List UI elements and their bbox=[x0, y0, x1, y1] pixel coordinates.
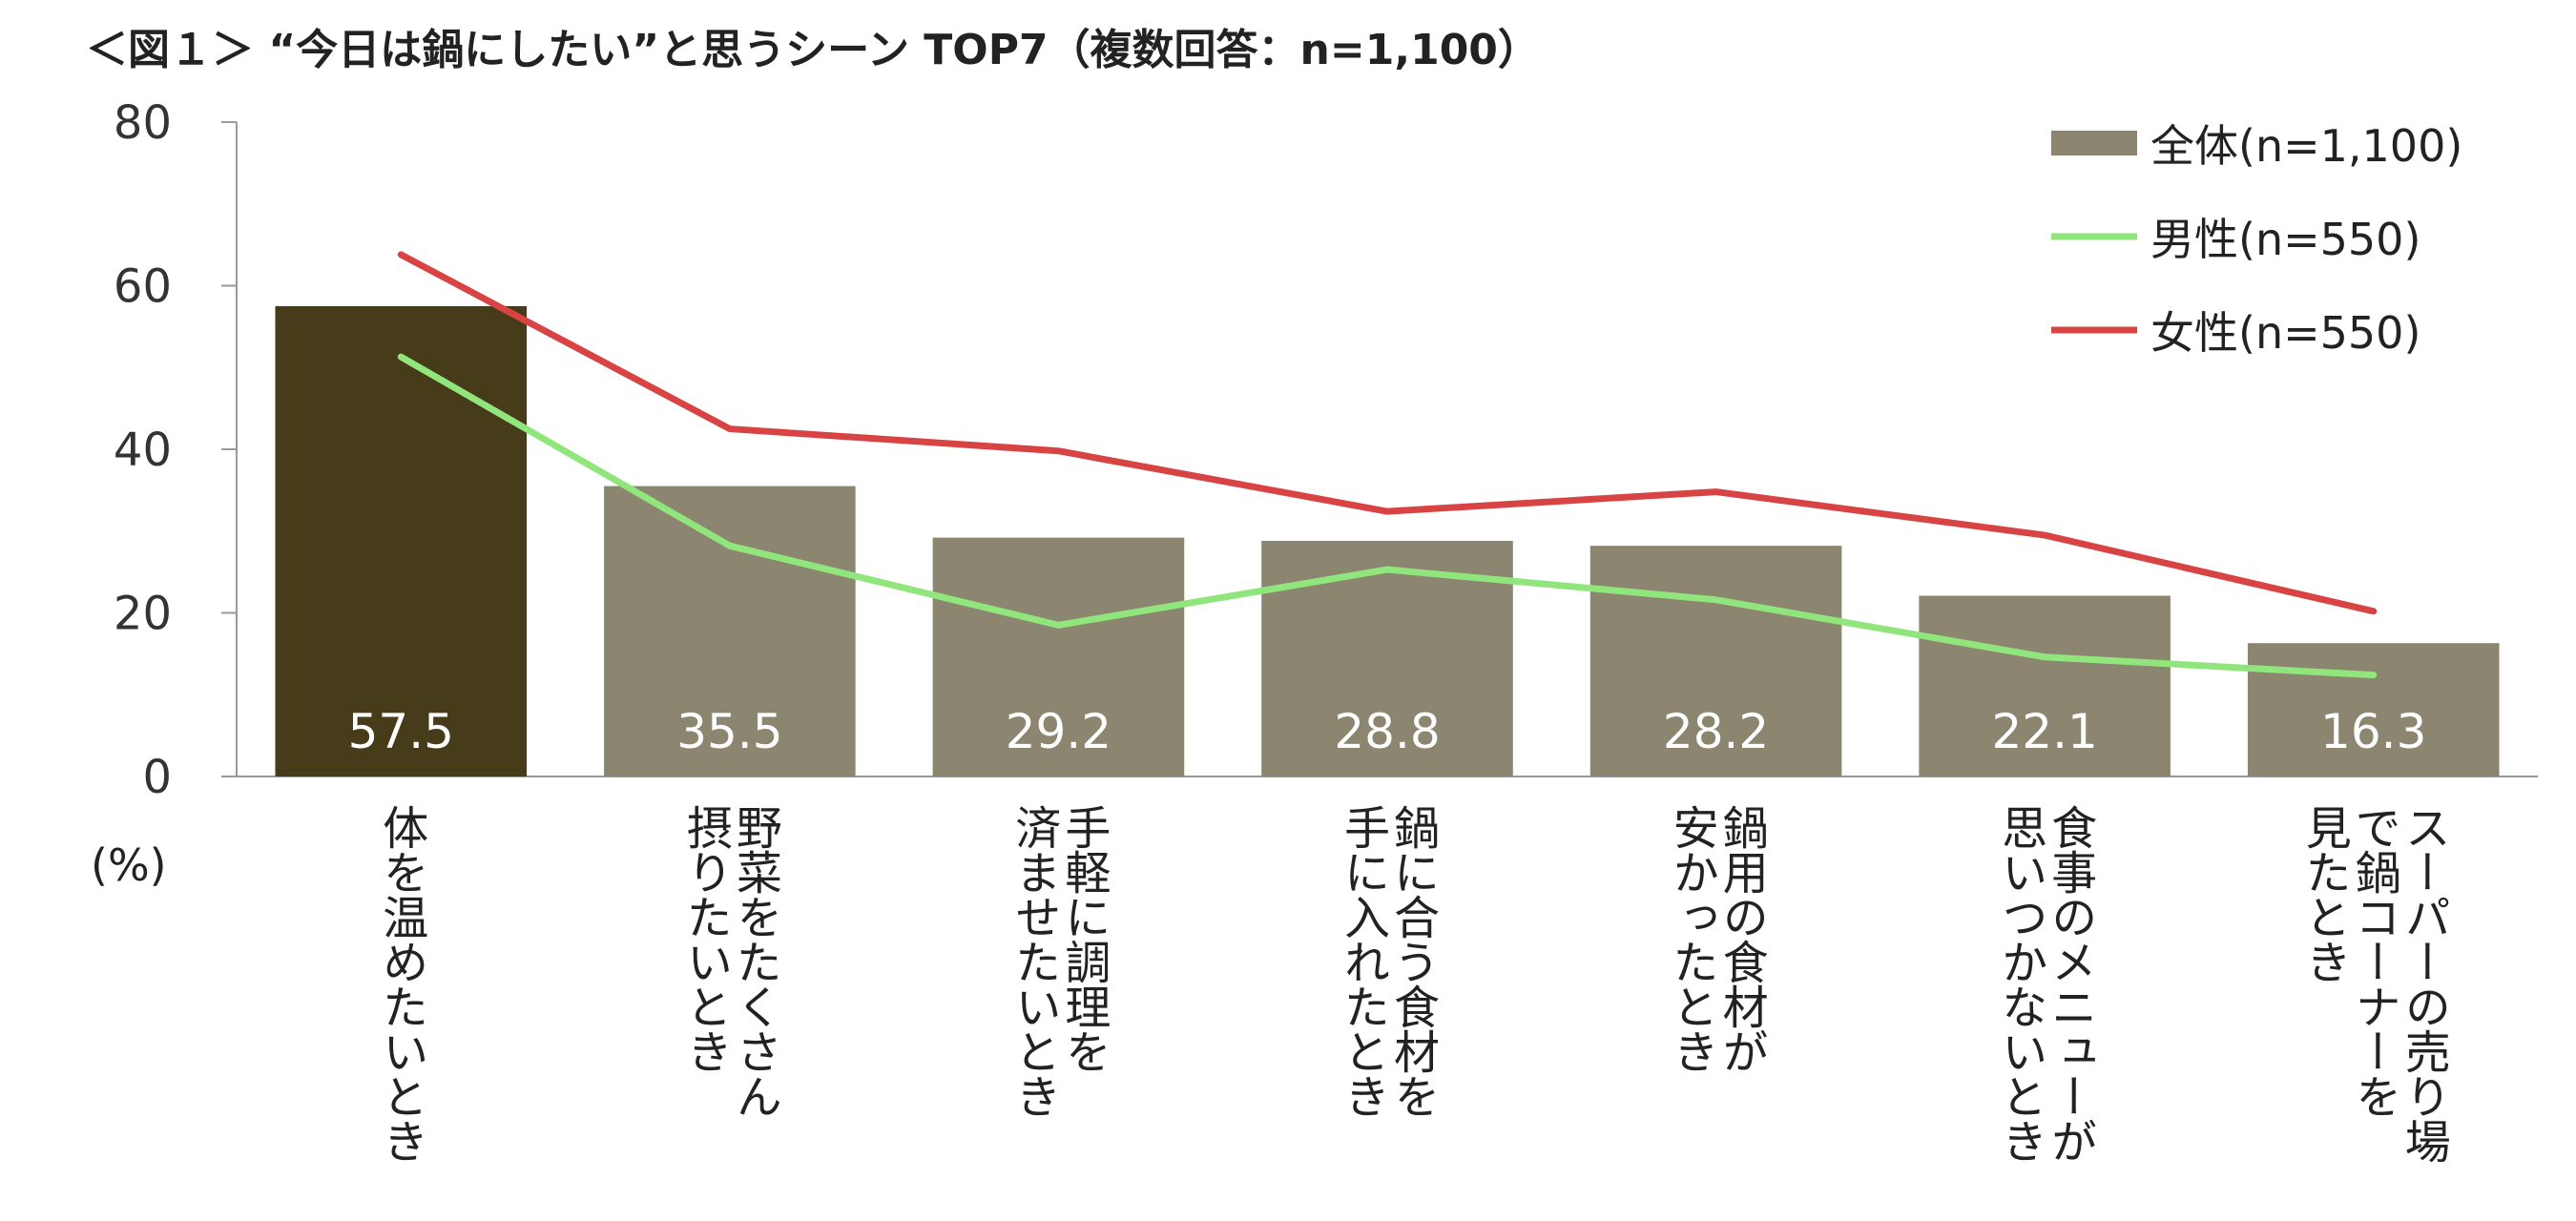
x-category-label-line: 見たとき bbox=[2296, 804, 2351, 983]
legend-swatch-female bbox=[2051, 326, 2137, 334]
x-category-label-line: 思いつかないとき bbox=[1993, 804, 2047, 1163]
x-category-label-line: 安かったとき bbox=[1664, 804, 1718, 1073]
x-category-label: 鍋に合う食材を 手に入れたとき bbox=[1336, 804, 1439, 1118]
x-category-label-line: 野菜をたくさん bbox=[727, 804, 781, 1118]
lines-layer bbox=[397, 251, 2378, 679]
x-category-label: 体を温めたいとき bbox=[374, 804, 428, 1163]
legend-item-total: 全体(n=1,100) bbox=[2051, 114, 2462, 172]
bar bbox=[1589, 546, 1842, 776]
bar-data-label: 35.5 bbox=[676, 704, 782, 759]
legend-item-male: 男性(n=550) bbox=[2051, 208, 2420, 265]
legend-swatch-male bbox=[2051, 233, 2137, 240]
legend-label-female: 女性(n=550) bbox=[2150, 307, 2421, 359]
x-category-label-line: 鍋に合う食材を bbox=[1385, 804, 1439, 1118]
x-category-label-line: 摂りたいとき bbox=[677, 804, 732, 1073]
y-tick-label: 0 bbox=[142, 751, 172, 804]
bar-data-label: 57.5 bbox=[348, 704, 454, 759]
legend-label-total: 全体(n=1,100) bbox=[2150, 120, 2463, 172]
bar bbox=[275, 305, 528, 776]
x-category-label-line: 鍋用の食材が bbox=[1714, 804, 1768, 1073]
x-category-label-line: 済ませたいとき bbox=[1007, 804, 1061, 1118]
legend-item-female: 女性(n=550) bbox=[2051, 301, 2420, 359]
y-tick-label: 80 bbox=[114, 96, 172, 150]
bar-data-label: 22.1 bbox=[1991, 704, 2097, 759]
legend-label-male: 男性(n=550) bbox=[2150, 214, 2421, 265]
x-category-label-line: スーパーの売り場 bbox=[2396, 804, 2450, 1163]
x-category-label-line: で鍋コーナーを bbox=[2346, 804, 2400, 1118]
x-category-label-line: 手軽に調理を bbox=[1056, 804, 1111, 1073]
legend-swatch-total bbox=[2051, 131, 2137, 155]
x-category-label: スーパーの売り場 で鍋コーナーを 見たとき bbox=[2296, 804, 2450, 1163]
x-category-label: 食事のメニューが 思いつかないとき bbox=[1993, 804, 2097, 1163]
bar bbox=[2247, 643, 2500, 776]
labels-layer: 57.5 35.5 29.2 28.8 28.2 22.1 16.3 bbox=[348, 704, 2427, 759]
x-category-label-line: 体を温めたいとき bbox=[374, 804, 428, 1163]
x-category-label-line: 手に入れたとき bbox=[1336, 804, 1389, 1118]
x-category-label-line: 食事のメニューが bbox=[2043, 804, 2097, 1163]
bar bbox=[1919, 595, 2171, 776]
bar bbox=[604, 486, 856, 776]
x-category-label: 野菜をたくさん 摂りたいとき bbox=[677, 804, 781, 1118]
y-tick-label: 60 bbox=[114, 260, 172, 314]
female-series-line bbox=[397, 251, 2378, 615]
bar-data-label: 29.2 bbox=[1006, 704, 1111, 759]
chart-title: ＜図１＞ “今日は鍋にしたい”と思うシーン TOP7（複数回答：n=1,100） bbox=[86, 26, 1540, 74]
male-series-line bbox=[397, 353, 2378, 679]
x-category-label: 鍋用の食材が 安かったとき bbox=[1664, 804, 1768, 1073]
bar bbox=[932, 537, 1185, 776]
x-category-label: 手軽に調理を 済ませたいとき bbox=[1007, 804, 1111, 1118]
y-axis-unit: (%) bbox=[91, 839, 167, 891]
y-tick-label: 20 bbox=[114, 588, 172, 641]
bar-data-label: 16.3 bbox=[2320, 704, 2426, 759]
y-tick-label: 40 bbox=[114, 424, 172, 477]
bar-data-label: 28.2 bbox=[1663, 704, 1769, 759]
bars-layer bbox=[275, 305, 2500, 776]
bar-data-label: 28.8 bbox=[1334, 704, 1440, 759]
